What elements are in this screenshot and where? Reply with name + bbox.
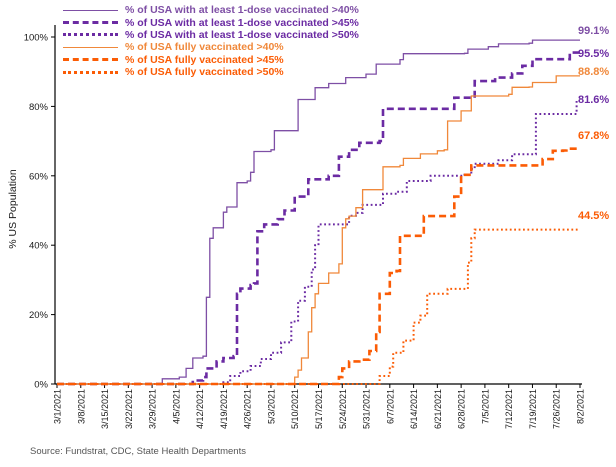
legend-line-sample-dashed xyxy=(63,58,118,62)
legend-item-label: % of USA with at least 1-dose vaccinated… xyxy=(125,16,359,29)
end-label-2: 95.5% xyxy=(578,48,610,61)
series-line-6 xyxy=(57,228,580,385)
x-tick-label: 3/1/2021 xyxy=(53,389,63,424)
series-line-1 xyxy=(57,39,580,385)
source-note: Source: Fundstrat, CDC, State Health Dep… xyxy=(30,446,246,457)
end-label-6: 44.5% xyxy=(578,210,610,223)
legend-item-5: % of USA fully vaccinated >45% xyxy=(63,54,359,66)
legend-item-label: % of USA fully vaccinated >45% xyxy=(125,53,284,66)
y-tick-label: 80% xyxy=(29,102,49,113)
x-tick-label: 7/5/2021 xyxy=(480,389,490,424)
legend-item-label: % of USA with at least 1-dose vaccinated… xyxy=(125,28,359,41)
end-label-1: 99.1% xyxy=(578,24,610,37)
x-tick-label: 6/14/2021 xyxy=(409,389,419,429)
x-tick-label: 7/26/2021 xyxy=(552,389,562,429)
x-tick-label: 8/2/2021 xyxy=(576,389,586,424)
x-tick-label: 7/19/2021 xyxy=(528,389,538,429)
series-line-3 xyxy=(57,99,580,385)
chart-legend: % of USA with at least 1-dose vaccinated… xyxy=(63,4,359,78)
legend-line-sample-dashed xyxy=(63,21,118,25)
x-tick-label: 6/21/2021 xyxy=(433,389,443,429)
legend-line-sample-dotted xyxy=(63,70,118,74)
x-tick-label: 4/19/2021 xyxy=(219,389,229,429)
end-label-5: 67.8% xyxy=(578,130,610,143)
x-tick-label: 6/28/2021 xyxy=(457,389,467,429)
end-label-3: 81.6% xyxy=(578,94,610,107)
x-tick-label: 4/26/2021 xyxy=(243,389,253,429)
legend-line-sample-solid xyxy=(63,46,118,48)
x-tick-label: 7/12/2021 xyxy=(504,389,514,429)
legend-item-1: % of USA with at least 1-dose vaccinated… xyxy=(63,4,359,16)
x-tick-label: 5/24/2021 xyxy=(338,389,348,429)
legend-item-3: % of USA with at least 1-dose vaccinated… xyxy=(63,29,359,41)
x-tick-label: 5/3/2021 xyxy=(266,389,276,424)
x-tick-label: 4/12/2021 xyxy=(195,389,205,429)
x-tick-label: 3/15/2021 xyxy=(100,389,110,429)
series-line-5 xyxy=(57,147,580,386)
legend-item-2: % of USA with at least 1-dose vaccinated… xyxy=(63,16,359,29)
x-tick-label: 3/8/2021 xyxy=(76,389,86,424)
legend-line-sample-solid xyxy=(63,9,118,11)
series-line-4 xyxy=(57,75,580,385)
legend-item-label: % of USA fully vaccinated >50% xyxy=(125,66,284,79)
legend-item-label: % of USA fully vaccinated >40% xyxy=(125,41,284,54)
y-tick-label: 100% xyxy=(24,33,49,44)
x-tick-label: 5/31/2021 xyxy=(362,389,372,429)
x-tick-label: 4/5/2021 xyxy=(171,389,181,424)
y-tick-label: 60% xyxy=(29,171,49,182)
series-line-2 xyxy=(57,51,580,386)
legend-item-label: % of USA with at least 1-dose vaccinated… xyxy=(125,4,359,17)
legend-item-4: % of USA fully vaccinated >40% xyxy=(63,41,359,53)
y-tick-label: 40% xyxy=(29,241,49,252)
legend-item-6: % of USA fully vaccinated >50% xyxy=(63,66,359,78)
y-tick-label: 0% xyxy=(34,380,48,391)
x-tick-label: 5/10/2021 xyxy=(290,389,300,429)
x-tick-label: 5/17/2021 xyxy=(314,389,324,429)
end-label-4: 88.8% xyxy=(578,66,610,79)
y-axis-title: % US Population xyxy=(7,169,19,249)
x-tick-label: 3/22/2021 xyxy=(124,389,134,429)
legend-line-sample-dotted xyxy=(63,33,118,37)
x-tick-label: 6/7/2021 xyxy=(385,389,395,424)
x-tick-label: 3/29/2021 xyxy=(148,389,158,429)
y-tick-label: 20% xyxy=(29,310,49,321)
